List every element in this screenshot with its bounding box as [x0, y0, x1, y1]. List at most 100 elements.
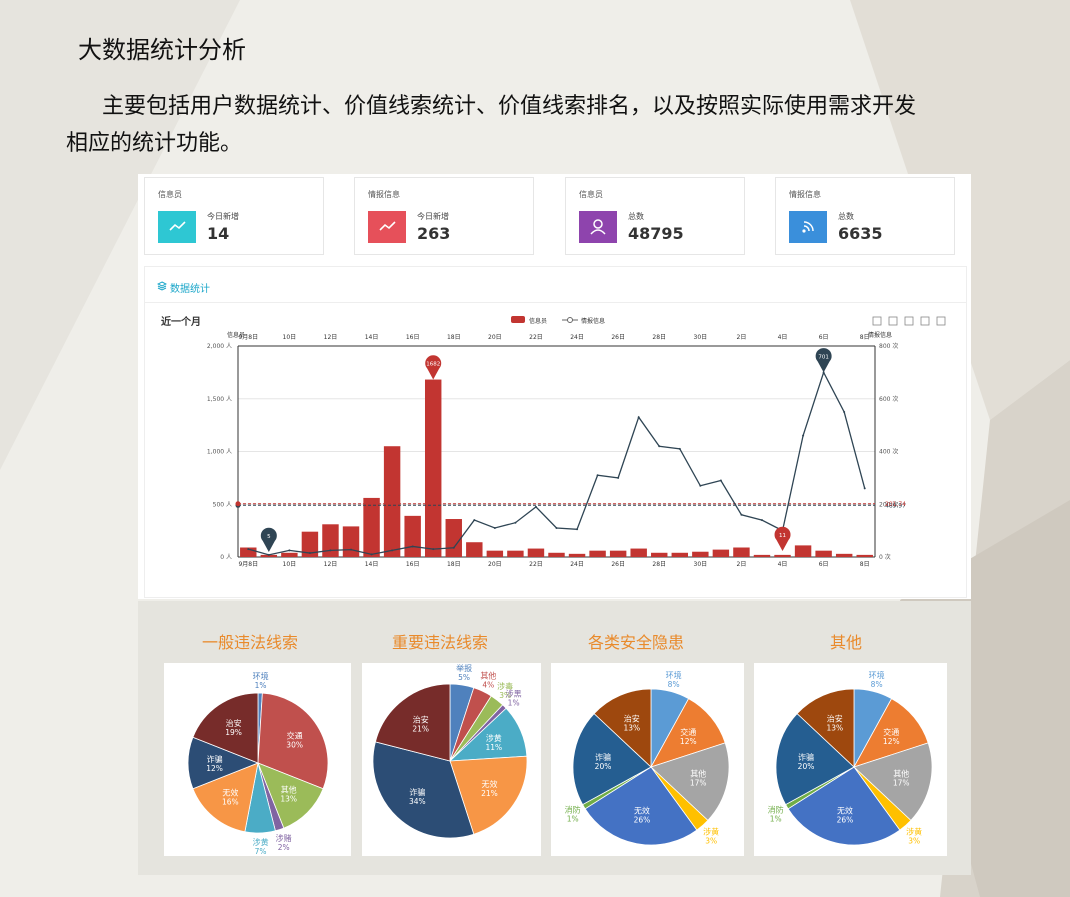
line-point[interactable]	[432, 548, 435, 551]
line-min-marker[interactable]: 11	[774, 526, 791, 551]
line-point[interactable]	[350, 548, 353, 551]
pie-slice[interactable]	[572, 713, 652, 806]
toolbox-line-icon[interactable]	[888, 316, 898, 326]
line-point[interactable]	[514, 521, 517, 524]
bar[interactable]	[507, 550, 524, 557]
line-point[interactable]	[576, 528, 579, 531]
line-point[interactable]	[391, 549, 394, 552]
pie-title-2: 重要违法线索	[391, 633, 488, 652]
bar[interactable]	[692, 551, 709, 557]
bar[interactable]	[260, 554, 278, 557]
line-point[interactable]	[699, 484, 702, 487]
line-point[interactable]	[760, 519, 763, 522]
bar[interactable]	[671, 552, 689, 557]
bar[interactable]	[383, 446, 401, 557]
bar[interactable]	[486, 550, 504, 557]
bar[interactable]	[301, 531, 319, 557]
line-point[interactable]	[843, 410, 846, 413]
bar[interactable]	[712, 549, 730, 557]
line-point[interactable]	[596, 474, 599, 477]
toolbox-refresh-icon[interactable]	[920, 316, 930, 326]
line-point[interactable]	[863, 487, 866, 490]
bar[interactable]	[527, 548, 545, 557]
card-value: 14	[207, 224, 230, 243]
line-point[interactable]	[308, 552, 311, 555]
pie-slice[interactable]	[192, 762, 259, 833]
line-point[interactable]	[267, 553, 270, 556]
pie-slice[interactable]	[449, 755, 528, 835]
bar[interactable]	[240, 547, 257, 557]
line-point[interactable]	[411, 545, 414, 548]
pie-slice[interactable]	[650, 742, 730, 821]
line-point[interactable]	[617, 476, 620, 479]
line-point[interactable]	[247, 548, 250, 551]
line-point[interactable]	[555, 526, 558, 529]
bar[interactable]	[404, 515, 421, 557]
pie-slice[interactable]	[257, 762, 324, 829]
bar[interactable]	[281, 552, 298, 557]
bar[interactable]	[651, 552, 668, 557]
bar[interactable]	[774, 554, 791, 557]
pie-value: 20%	[798, 762, 815, 771]
line-point[interactable]	[637, 416, 640, 419]
line-point[interactable]	[370, 553, 373, 556]
pie-slice[interactable]	[192, 692, 259, 764]
bar[interactable]	[630, 548, 647, 557]
line-point[interactable]	[452, 546, 455, 549]
line-point[interactable]	[658, 445, 661, 448]
bar[interactable]	[424, 379, 442, 557]
line-point[interactable]	[329, 549, 332, 552]
bar[interactable]	[733, 547, 750, 557]
x-tick-label: 8日	[860, 561, 870, 568]
bar[interactable]	[445, 519, 462, 557]
pie-slice[interactable]	[775, 713, 855, 806]
bar[interactable]	[322, 524, 339, 557]
line-point[interactable]	[802, 434, 805, 437]
x-tick-label: 28日	[652, 561, 666, 568]
bar[interactable]	[466, 542, 483, 557]
pie-slice[interactable]	[374, 683, 451, 762]
stat-card-3: 信息员 总数 48795	[565, 177, 745, 255]
pie-box-3: 环境 8% 交通 12% 其他 17% 涉黄 3% 无效 26% 消防 1% 诈骗 20% 治安 13%	[551, 663, 744, 856]
left-tick-label: 2,000 人	[207, 343, 232, 350]
pie-slice[interactable]	[257, 692, 329, 790]
bar[interactable]	[609, 550, 627, 557]
pie-slice[interactable]	[584, 766, 698, 846]
line-point[interactable]	[678, 447, 681, 450]
legend-bar-swatch[interactable]	[511, 316, 525, 323]
line-point[interactable]	[288, 549, 291, 552]
line-point[interactable]	[473, 519, 476, 522]
bar[interactable]	[753, 554, 771, 557]
card-sub: 今日新增	[417, 212, 449, 221]
pie-slice[interactable]	[787, 766, 901, 846]
bar[interactable]	[589, 550, 606, 557]
card-sub: 总数	[838, 212, 854, 221]
pie-slice[interactable]	[796, 688, 855, 768]
line-point[interactable]	[493, 526, 496, 529]
bar[interactable]	[815, 550, 832, 557]
line-point[interactable]	[740, 513, 743, 516]
bar-max-marker[interactable]: 1682	[425, 355, 442, 380]
line-point[interactable]	[719, 479, 722, 482]
pie-slice[interactable]	[372, 741, 475, 839]
x-tick-label-top: 26日	[611, 334, 625, 341]
bar[interactable]	[568, 553, 586, 557]
bar-min-marker[interactable]: 5	[260, 527, 277, 552]
toolbox-download-icon[interactable]	[936, 316, 946, 326]
bar[interactable]	[548, 552, 565, 557]
bar[interactable]	[856, 554, 873, 557]
pie-slice[interactable]	[853, 742, 933, 821]
bar[interactable]	[835, 553, 853, 557]
bar[interactable]	[363, 497, 380, 557]
toolbox-file-icon[interactable]	[872, 316, 882, 326]
line-point[interactable]	[534, 505, 537, 508]
pie-slice[interactable]	[593, 688, 652, 768]
bar[interactable]	[794, 545, 812, 557]
legend-label-2[interactable]: 情报信息	[581, 317, 605, 325]
bar[interactable]	[342, 526, 360, 557]
toolbox-bar-icon[interactable]	[904, 316, 914, 326]
pie-value: 1%	[508, 698, 520, 707]
line-max-marker[interactable]: 701	[815, 348, 832, 373]
legend-label-1[interactable]: 信息员	[529, 317, 547, 325]
